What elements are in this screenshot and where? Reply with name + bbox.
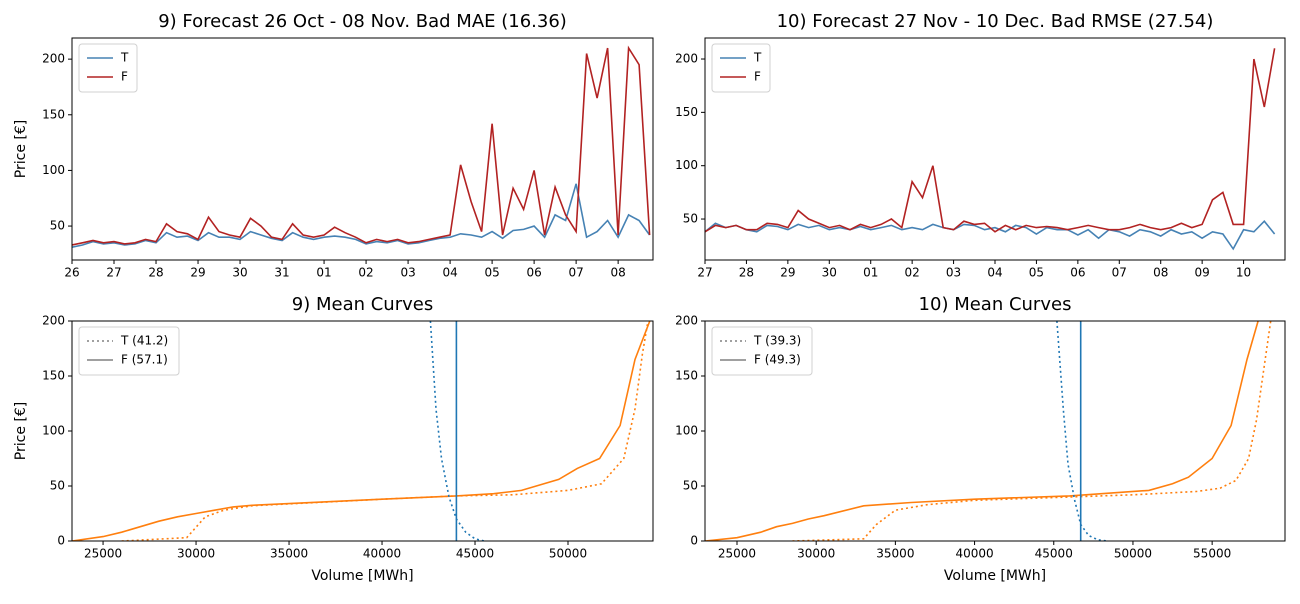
x-tick-label: 31 [274,266,289,280]
y-tick-label: 100 [42,163,65,177]
x-tick-label: 06 [526,266,541,280]
legend-label: T (41.2) [120,334,168,348]
x-tick-label: 26 [64,266,79,280]
plot-area [705,48,1276,251]
y-tick-label: 50 [683,212,698,226]
y-tick-label: 150 [675,105,698,119]
chart-title: 10) Forecast 27 Nov - 10 Dec. Bad RMSE (… [777,11,1214,32]
legend-label: F (49.3) [754,353,801,367]
axes-frame [704,37,1286,261]
y-tick-label: 0 [690,534,698,548]
y-tick-label: 200 [675,314,698,328]
x-axis-label: Volume [MWh] [944,568,1046,584]
x-tick-label: 08 [1153,266,1168,280]
legend-label: F (57.1) [121,353,168,367]
x-tick-label: 28 [739,266,754,280]
x-tick-label: 35000 [876,547,914,561]
axes-frame [71,320,654,542]
x-tick-label: 02 [905,266,920,280]
x-tick-label: 06 [1070,266,1085,280]
chart-title: 9) Mean Curves [292,294,433,315]
y-tick-label: 100 [675,424,698,438]
legend-label: F [121,70,128,84]
x-tick-label: 27 [106,266,121,280]
series-line [705,321,1259,541]
legend-box [78,43,138,93]
legend-label: T [120,51,129,65]
x-tick-label: 25000 [718,547,756,561]
y-tick-label: 50 [50,479,65,493]
y-tick-label: 50 [50,219,65,233]
x-tick-label: 01 [316,266,331,280]
x-tick-label: 40000 [363,547,401,561]
x-tick-label: 40000 [955,547,993,561]
legend-label: T (39.3) [753,334,801,348]
x-tick-label: 30000 [797,547,835,561]
legend-label: T [753,51,762,65]
x-tick-label: 01 [863,266,878,280]
legend-label: F [754,70,761,84]
chart-title: 9) Forecast 26 Oct - 08 Nov. Bad MAE (16… [158,11,567,32]
x-tick-label: 45000 [456,547,494,561]
y-tick-label: 150 [42,369,65,383]
y-tick-label: 100 [42,424,65,438]
y-tick-label: 50 [683,479,698,493]
x-tick-label: 30 [232,266,247,280]
x-tick-label: 30000 [177,547,215,561]
series-line [705,219,1276,251]
x-tick-label: 28 [148,266,163,280]
plot-area [705,321,1272,541]
series-line [72,45,651,246]
series-line [429,321,485,541]
x-tick-label: 45000 [1035,547,1073,561]
legend-box [711,326,813,376]
x-tick-label: 07 [568,266,583,280]
y-tick-label: 0 [57,534,65,548]
x-tick-label: 05 [484,266,499,280]
x-tick-label: 03 [400,266,415,280]
x-tick-label: 04 [987,266,1002,280]
series-line [121,321,649,541]
y-axis-label: Price [€] [13,120,29,178]
y-tick-label: 150 [42,107,65,121]
axes-frame [704,320,1286,542]
y-tick-label: 200 [675,52,698,66]
x-tick-label: 29 [780,266,795,280]
x-tick-label: 30 [822,266,837,280]
x-tick-label: 25000 [84,547,122,561]
x-tick-label: 03 [946,266,961,280]
series-line [1056,321,1108,541]
y-axis-label: Price [€] [13,402,29,460]
x-tick-label: 35000 [270,547,308,561]
x-tick-label: 27 [697,266,712,280]
legend-box [711,43,771,93]
x-tick-label: 07 [1112,266,1127,280]
x-tick-label: 55000 [1193,547,1231,561]
x-axis-label: Volume [MWh] [311,568,413,584]
x-tick-label: 02 [358,266,373,280]
x-tick-label: 05 [1029,266,1044,280]
y-tick-label: 200 [42,314,65,328]
x-tick-label: 50000 [549,547,587,561]
plot-area [72,321,651,541]
x-tick-label: 50000 [1114,547,1152,561]
series-line [705,48,1276,233]
plot-area [72,45,651,248]
series-line [72,321,651,541]
y-tick-label: 200 [42,52,65,66]
x-tick-label: 10 [1236,266,1251,280]
axes-frame [71,37,654,261]
legend-box [78,326,180,376]
y-tick-label: 150 [675,369,698,383]
chart-title: 10) Mean Curves [919,294,1072,315]
series-line [72,183,651,248]
x-tick-label: 04 [442,266,457,280]
series-line [792,321,1272,541]
y-tick-label: 100 [675,158,698,172]
x-tick-label: 09 [1195,266,1210,280]
x-tick-label: 29 [190,266,205,280]
x-tick-label: 08 [610,266,625,280]
